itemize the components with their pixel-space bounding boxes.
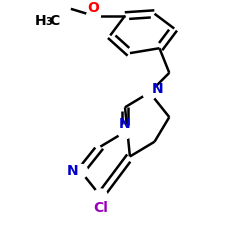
Text: H: H <box>35 14 46 28</box>
Circle shape <box>74 164 88 178</box>
Circle shape <box>143 86 156 100</box>
Circle shape <box>86 9 101 22</box>
Circle shape <box>118 125 132 139</box>
Text: N: N <box>119 117 131 131</box>
Text: O: O <box>88 1 100 15</box>
Text: 3: 3 <box>46 17 52 27</box>
Circle shape <box>94 189 107 203</box>
Text: N: N <box>67 164 79 178</box>
Text: Cl: Cl <box>93 201 108 215</box>
Text: N: N <box>152 82 163 96</box>
Text: C: C <box>49 14 59 28</box>
